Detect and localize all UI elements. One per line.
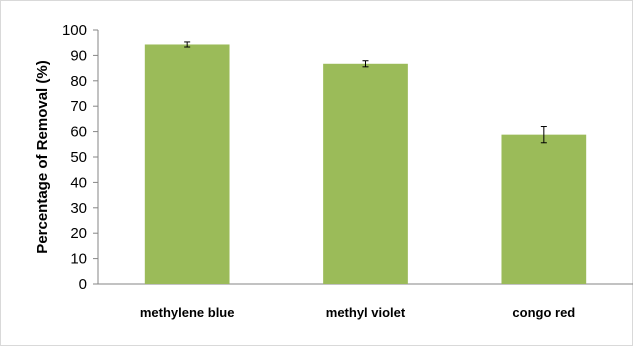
- y-tick-label: 50: [70, 149, 87, 166]
- bar: [144, 44, 230, 285]
- y-tick-label: 90: [70, 47, 87, 64]
- y-tick-labels: 0 10 20 30 40 50 60 70 80 90 100: [62, 22, 87, 293]
- x-tick-labels: methylene blue methyl violet congo red: [140, 305, 575, 320]
- y-tick-label: 60: [70, 124, 87, 141]
- x-tick-label: methylene blue: [140, 305, 235, 320]
- y-tick-label: 10: [70, 251, 87, 268]
- x-tick-label: congo red: [512, 305, 575, 320]
- y-tick-label: 0: [79, 276, 87, 293]
- x-tick-label: methyl violet: [326, 305, 406, 320]
- y-axis-title: Percentage of Removal (%): [34, 60, 51, 253]
- bars: [144, 44, 587, 285]
- y-tick-label: 20: [70, 225, 87, 242]
- y-tick-label: 30: [70, 200, 87, 217]
- y-tick-label: 80: [70, 73, 87, 90]
- y-tick-label: 40: [70, 174, 87, 191]
- bar: [323, 63, 408, 285]
- bar: [501, 134, 587, 284]
- y-tick-label: 100: [62, 22, 87, 39]
- y-ticks: [93, 29, 98, 285]
- y-tick-label: 70: [70, 98, 87, 115]
- error-bars: [184, 41, 547, 144]
